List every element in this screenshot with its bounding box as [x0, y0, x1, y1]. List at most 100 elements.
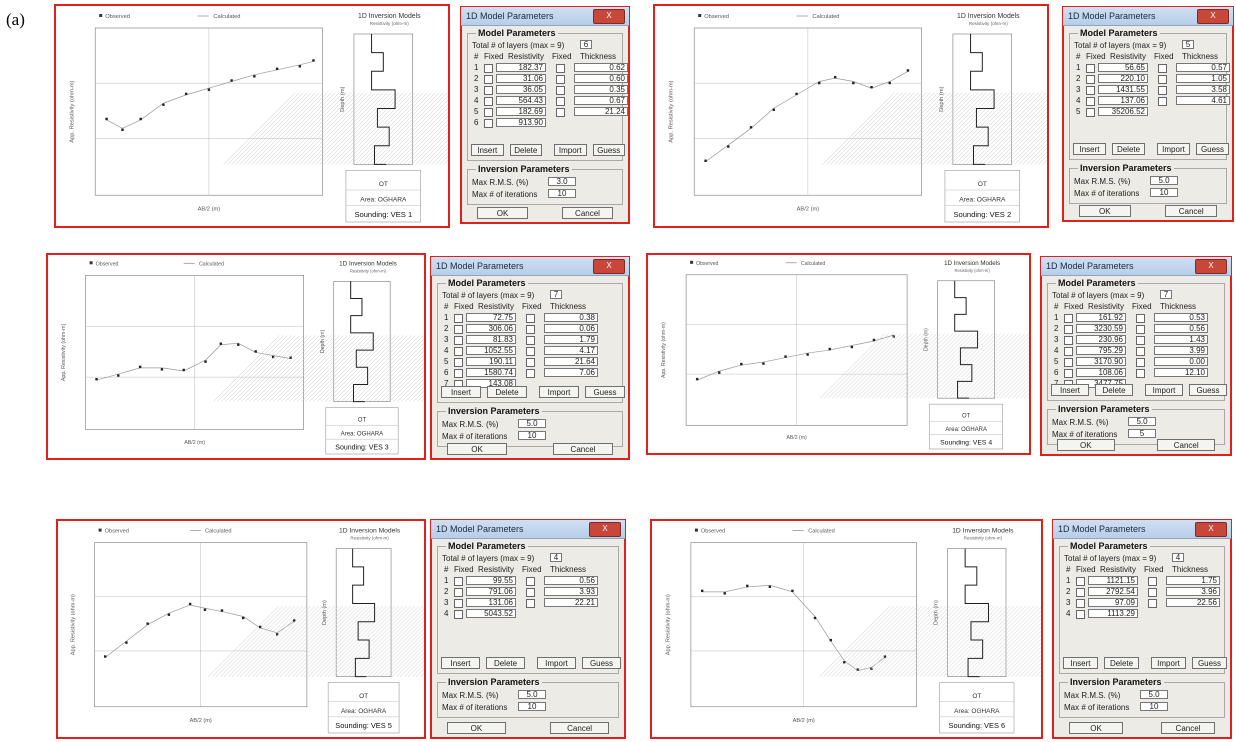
total-layers-input[interactable]: 4 [1172, 553, 1184, 562]
cancel-button[interactable]: Cancel [550, 722, 609, 734]
resistivity-input[interactable]: 306.06 [466, 324, 516, 333]
cancel-button[interactable]: Cancel [553, 443, 613, 455]
fixed-resistivity-checkbox[interactable] [454, 314, 463, 323]
fixed-resistivity-checkbox[interactable] [1086, 86, 1095, 95]
max-iterations-input[interactable]: 10 [1150, 188, 1178, 198]
fixed-resistivity-checkbox[interactable] [1064, 325, 1073, 334]
insert-button[interactable]: Insert [1051, 384, 1089, 396]
fixed-thickness-checkbox[interactable] [556, 86, 565, 95]
guess-button[interactable]: Guess [585, 386, 625, 399]
guess-button[interactable]: Guess [1192, 657, 1227, 669]
fixed-thickness-checkbox[interactable] [526, 336, 535, 345]
close-button[interactable]: X [589, 522, 621, 537]
resistivity-input[interactable]: 3230.59 [1076, 324, 1126, 333]
fixed-thickness-checkbox[interactable] [526, 314, 535, 323]
fixed-resistivity-checkbox[interactable] [1076, 610, 1085, 619]
insert-button[interactable]: Insert [441, 386, 481, 399]
total-layers-input[interactable]: 6 [580, 40, 592, 49]
ok-button[interactable]: OK [447, 722, 506, 734]
fixed-resistivity-checkbox[interactable] [484, 64, 493, 73]
fixed-thickness-checkbox[interactable] [1148, 588, 1157, 597]
fixed-resistivity-checkbox[interactable] [454, 369, 463, 378]
fixed-resistivity-checkbox[interactable] [454, 599, 463, 608]
total-layers-input[interactable]: 5 [1182, 40, 1194, 49]
resistivity-input[interactable]: 131.06 [466, 598, 516, 607]
insert-button[interactable]: Insert [1073, 143, 1106, 156]
max-rms-input[interactable]: 5.0 [518, 690, 546, 699]
close-button[interactable]: X [1195, 259, 1227, 274]
fixed-resistivity-checkbox[interactable] [1064, 369, 1073, 378]
resistivity-input[interactable]: 795.29 [1076, 346, 1126, 355]
resistivity-input[interactable]: 564.43 [496, 96, 546, 105]
fixed-resistivity-checkbox[interactable] [454, 588, 463, 597]
cancel-button[interactable]: Cancel [562, 207, 613, 219]
resistivity-input[interactable]: 1580.74 [466, 368, 516, 377]
cancel-button[interactable]: Cancel [1165, 205, 1217, 217]
fixed-resistivity-checkbox[interactable] [1086, 64, 1095, 73]
fixed-thickness-checkbox[interactable] [1136, 325, 1145, 334]
max-iterations-input[interactable]: 5 [1128, 429, 1156, 438]
fixed-thickness-checkbox[interactable] [526, 577, 535, 586]
delete-button[interactable]: Delete [486, 657, 525, 669]
fixed-resistivity-checkbox[interactable] [454, 336, 463, 345]
fixed-resistivity-checkbox[interactable] [484, 75, 493, 84]
thickness-input[interactable]: 1.43 [1154, 335, 1208, 344]
resistivity-input[interactable]: 182.37 [496, 63, 546, 72]
resistivity-input[interactable]: 5043.52 [466, 609, 516, 618]
thickness-input[interactable]: 0.35 [574, 85, 628, 94]
resistivity-input[interactable]: 190.11 [466, 357, 516, 366]
max-iterations-input[interactable]: 10 [548, 189, 576, 199]
thickness-input[interactable]: 0.53 [1154, 313, 1208, 322]
fixed-resistivity-checkbox[interactable] [1076, 588, 1085, 597]
thickness-input[interactable]: 0.06 [544, 324, 598, 333]
thickness-input[interactable]: 3.58 [1176, 85, 1230, 94]
fixed-thickness-checkbox[interactable] [1136, 347, 1145, 356]
thickness-input[interactable]: 1.05 [1176, 74, 1230, 83]
import-button[interactable]: Import [539, 386, 579, 399]
fixed-thickness-checkbox[interactable] [1148, 599, 1157, 608]
close-button[interactable]: X [1197, 9, 1229, 24]
thickness-input[interactable]: 0.56 [1154, 324, 1208, 333]
thickness-input[interactable]: 4.61 [1176, 96, 1230, 105]
fixed-resistivity-checkbox[interactable] [1086, 75, 1095, 84]
ok-button[interactable]: OK [1079, 205, 1131, 217]
thickness-input[interactable]: 12.10 [1154, 368, 1208, 377]
fixed-thickness-checkbox[interactable] [556, 97, 565, 106]
max-iterations-input[interactable]: 10 [1140, 702, 1168, 711]
ok-button[interactable]: OK [477, 207, 528, 219]
insert-button[interactable]: Insert [441, 657, 480, 669]
fixed-resistivity-checkbox[interactable] [484, 108, 493, 117]
thickness-input[interactable]: 4.17 [544, 346, 598, 355]
fixed-thickness-checkbox[interactable] [526, 358, 535, 367]
fixed-thickness-checkbox[interactable] [526, 599, 535, 608]
resistivity-input[interactable]: 791.06 [466, 587, 516, 596]
thickness-input[interactable]: 0.00 [1154, 357, 1208, 366]
cancel-button[interactable]: Cancel [1161, 722, 1215, 734]
max-iterations-input[interactable]: 10 [518, 431, 546, 441]
fixed-resistivity-checkbox[interactable] [1064, 358, 1073, 367]
fixed-resistivity-checkbox[interactable] [1064, 347, 1073, 356]
insert-button[interactable]: Insert [471, 144, 504, 157]
max-rms-input[interactable]: 5.0 [1150, 176, 1178, 186]
resistivity-input[interactable]: 81.83 [466, 335, 516, 344]
resistivity-input[interactable]: 1121.15 [1088, 576, 1138, 585]
fixed-thickness-checkbox[interactable] [1136, 358, 1145, 367]
fixed-thickness-checkbox[interactable] [526, 325, 535, 334]
fixed-thickness-checkbox[interactable] [556, 75, 565, 84]
fixed-thickness-checkbox[interactable] [1158, 86, 1167, 95]
delete-button[interactable]: Delete [509, 144, 542, 157]
fixed-resistivity-checkbox[interactable] [1086, 97, 1095, 106]
resistivity-input[interactable]: 31.06 [496, 74, 546, 83]
fixed-thickness-checkbox[interactable] [526, 369, 535, 378]
thickness-input[interactable]: 3.99 [1154, 346, 1208, 355]
resistivity-input[interactable]: 230.96 [1076, 335, 1126, 344]
thickness-input[interactable]: 0.62 [574, 63, 628, 72]
close-button[interactable]: X [593, 9, 625, 24]
thickness-input[interactable]: 1.75 [1166, 576, 1220, 585]
delete-button[interactable]: Delete [1095, 384, 1133, 396]
thickness-input[interactable]: 3.93 [544, 587, 598, 596]
resistivity-input[interactable]: 137.06 [1098, 96, 1148, 105]
fixed-resistivity-checkbox[interactable] [484, 86, 493, 95]
thickness-input[interactable]: 21.64 [544, 357, 598, 366]
total-layers-input[interactable]: 7 [1160, 290, 1172, 299]
